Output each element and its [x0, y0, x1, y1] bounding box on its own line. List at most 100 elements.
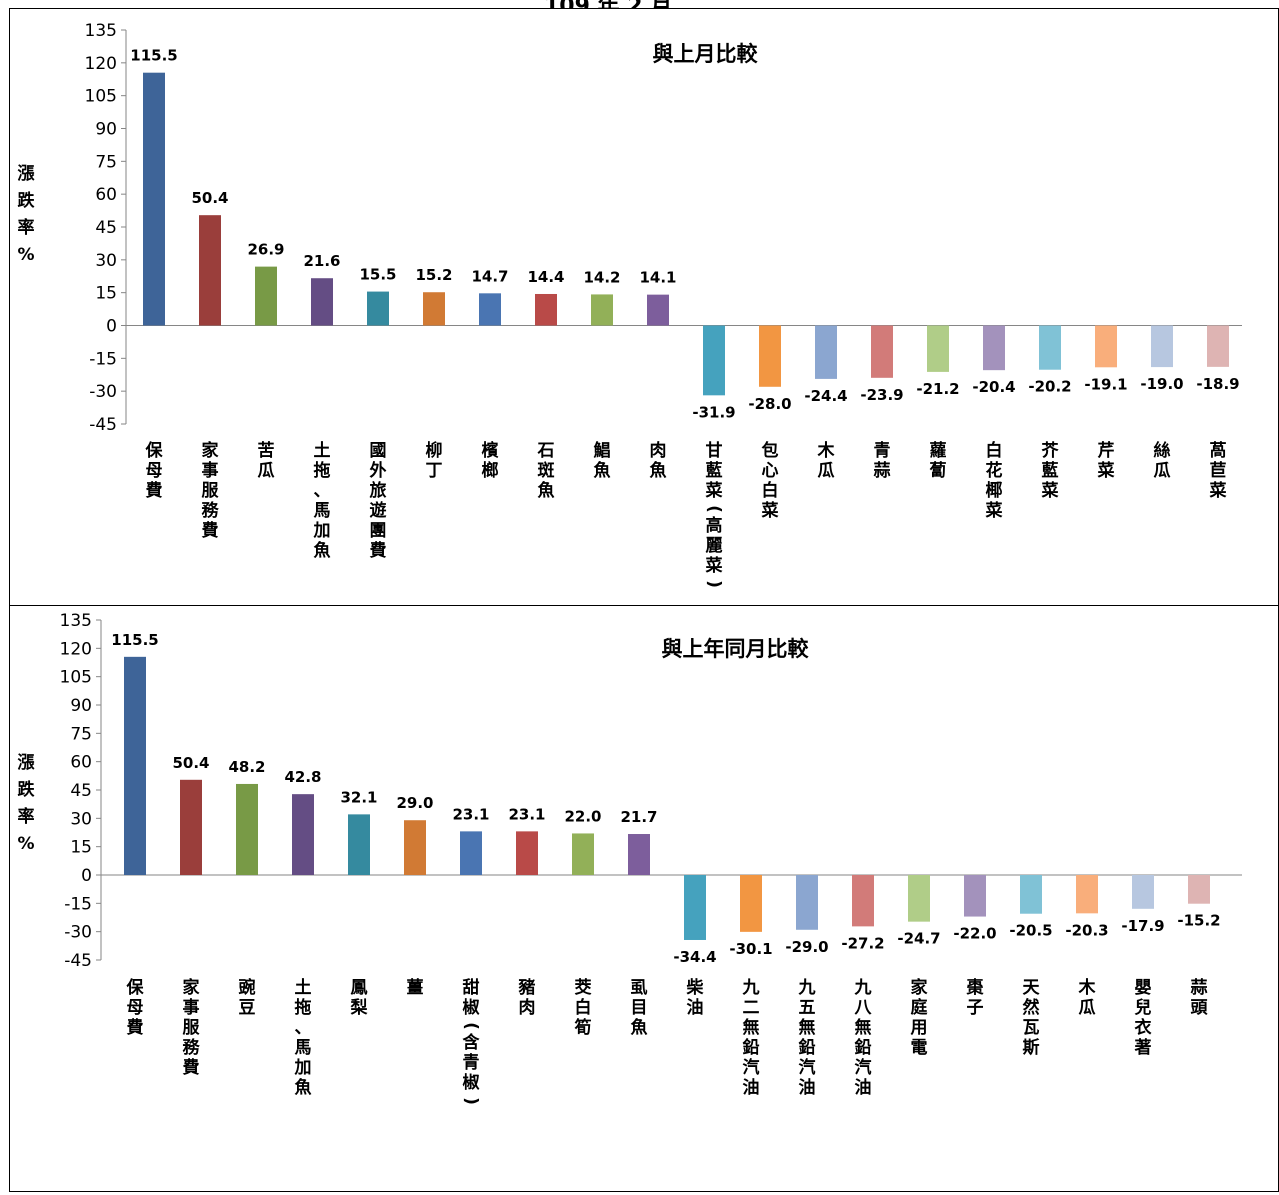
category-label-char: 庭: [911, 997, 928, 1018]
data-label: -21.2: [916, 380, 959, 398]
category-label-char: 苦: [258, 440, 275, 461]
category-label-char: 魚: [314, 540, 331, 561]
category-label-char: 石: [537, 441, 555, 461]
category-label-char: 鉛: [799, 1037, 816, 1058]
y-tick-label: 120: [85, 54, 117, 74]
data-label: -27.2: [841, 934, 884, 952]
chart-title: 與上月比較: [653, 42, 759, 66]
category-label-char: 檳: [482, 440, 499, 461]
category-label-char: 含: [463, 1032, 481, 1053]
y-axis-label-char: %: [17, 834, 34, 854]
category-label-char: 頭: [1191, 998, 1209, 1018]
y-axis-label-char: 漲: [18, 753, 36, 773]
data-label: -20.4: [972, 378, 1015, 396]
bar: [236, 783, 258, 875]
category-label-char: 菜: [1041, 481, 1060, 501]
category-label-char: 八: [855, 998, 873, 1018]
y-tick-label: -30: [64, 923, 92, 943]
bar: [1020, 875, 1042, 914]
category-label-char: 加: [294, 1058, 312, 1078]
category-label-char: 衣: [1135, 1017, 1152, 1038]
y-tick-label: 60: [95, 185, 117, 205]
data-label: -17.9: [1121, 917, 1164, 935]
category-label-char: 心: [762, 461, 779, 481]
bar: [983, 325, 1005, 371]
data-label: 48.2: [228, 758, 265, 776]
data-label: 42.8: [284, 768, 321, 786]
category-label-char: 榔: [482, 460, 499, 481]
bar: [535, 293, 557, 326]
category-label-char: 魚: [650, 460, 667, 481]
category-label-char: 花: [986, 460, 1003, 481]
bar: [852, 875, 874, 927]
y-tick-label: 105: [85, 87, 117, 107]
category-label-char: 電: [911, 1038, 928, 1058]
data-label: 32.1: [340, 788, 377, 806]
category-label-char: 用: [911, 1018, 928, 1038]
category-label-char: 白: [575, 997, 592, 1018]
category-label-char: 椒: [463, 1072, 480, 1093]
data-label: -29.0: [785, 938, 828, 956]
category-label-char: 土: [314, 440, 331, 461]
category-label-char: (: [704, 505, 724, 513]
category-label-char: 油: [687, 997, 704, 1018]
data-label: 22.0: [564, 807, 601, 825]
bar: [199, 215, 221, 326]
category-label-char: 鉛: [855, 1037, 872, 1058]
category-label-char: 芥: [1042, 441, 1060, 461]
y-tick-label: 30: [95, 251, 117, 271]
category-label-char: 事: [183, 998, 200, 1018]
category-label-char: 高: [706, 515, 723, 536]
category-label-char: 、: [314, 481, 331, 501]
category-label-char: 甘: [706, 440, 723, 461]
data-label: 50.4: [172, 754, 209, 772]
category-label-char: 藍: [706, 460, 723, 481]
bar: [740, 875, 762, 932]
category-label-char: 青: [463, 1052, 480, 1073]
category-label-char: 白: [986, 440, 1003, 461]
category-label-char: 汽: [855, 1057, 872, 1078]
category-label-char: 務: [183, 1037, 201, 1058]
yearly-comparison-chart: 135 120 105 90 75 60 45 30 15 0 -15 -30 -45 與上年同月比較漲跌…: [9, 605, 1279, 1192]
bar: [908, 875, 930, 922]
data-label: -20.3: [1065, 921, 1108, 939]
category-label-char: 馬: [314, 501, 331, 521]
data-label: 14.7: [471, 267, 508, 285]
y-tick-label: -45: [64, 951, 92, 971]
category-label-char: 費: [127, 1017, 144, 1038]
bar: [1132, 875, 1154, 909]
category-label-char: 豌: [239, 977, 256, 998]
category-label-char: 菜: [705, 556, 724, 576]
category-label-char: 、: [295, 1018, 312, 1038]
data-label: 23.1: [452, 805, 489, 823]
data-label: -24.7: [897, 930, 940, 948]
category-label-char: 鳳: [351, 978, 368, 998]
y-tick-label: 60: [70, 753, 92, 773]
category-label-char: 瓜: [818, 461, 835, 481]
data-label: 115.5: [111, 631, 158, 649]
category-label-char: 菜: [985, 501, 1004, 521]
category-label-char: 菜: [705, 481, 724, 501]
category-label-char: 芹: [1098, 440, 1115, 461]
category-label-char: 家: [183, 977, 200, 998]
category-label-char: 子: [967, 998, 984, 1018]
category-label-char: 保: [145, 440, 164, 461]
data-label: -15.2: [1177, 912, 1220, 930]
y-axis-label-char: 率: [18, 806, 35, 827]
category-label-char: 二: [743, 998, 760, 1018]
y-tick-label: -15: [64, 894, 92, 914]
bar: [311, 278, 333, 326]
bar: [1039, 325, 1061, 370]
y-tick-label: 0: [106, 317, 117, 337]
category-label-char: 包: [762, 440, 779, 461]
category-label-char: 豆: [239, 998, 256, 1018]
y-tick-label: 45: [70, 781, 92, 801]
category-label-char: 務: [202, 500, 220, 521]
category-label-char: 蔔: [930, 460, 947, 481]
category-label-char: 白: [762, 480, 779, 501]
bar: [180, 779, 202, 875]
category-label-char: 苣: [1210, 461, 1227, 481]
data-label: -31.9: [692, 403, 735, 421]
category-label-char: 椒: [463, 997, 480, 1018]
category-label-char: 魚: [538, 480, 555, 501]
